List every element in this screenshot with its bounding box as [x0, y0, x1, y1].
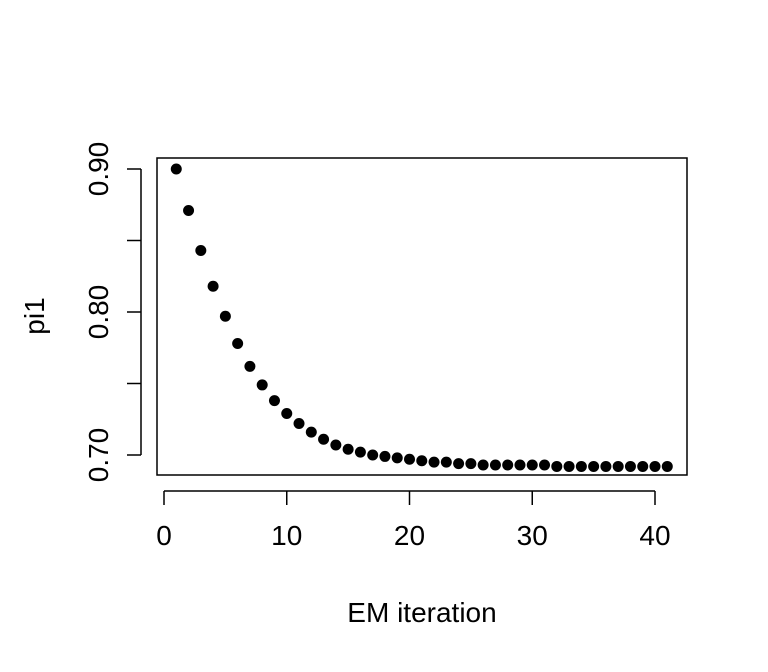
y-tick-label: 0.80 [83, 285, 114, 340]
data-point [649, 460, 661, 472]
data-point [354, 446, 366, 458]
data-point [612, 460, 624, 472]
data-point [514, 459, 526, 471]
data-point [305, 426, 317, 438]
data-point [526, 459, 538, 471]
data-point [551, 460, 563, 472]
data-point [661, 460, 673, 472]
data-point [379, 450, 391, 462]
data-point [244, 360, 256, 372]
data-point [318, 433, 330, 445]
data-point [428, 456, 440, 468]
x-tick-label: 20 [394, 520, 425, 551]
x-axis-title: EM iteration [347, 597, 496, 628]
data-point [477, 459, 489, 471]
data-point [575, 460, 587, 472]
data-point [170, 163, 182, 175]
data-point [219, 310, 231, 322]
y-tick-label: 0.90 [83, 142, 114, 197]
data-point [268, 395, 280, 407]
data-point [416, 455, 428, 467]
plot-frame [156, 157, 688, 476]
data-point [563, 460, 575, 472]
data-point [600, 460, 612, 472]
y-axis: 0.70 0.80 0.90 [83, 142, 142, 483]
data-point [367, 449, 379, 461]
data-point [404, 453, 415, 465]
data-point [465, 458, 477, 470]
data-point [207, 280, 219, 292]
data-point [502, 459, 514, 471]
x-axis: 0 10 20 30 40 [156, 490, 671, 551]
x-tick-label: 40 [639, 520, 670, 551]
x-tick-label: 10 [271, 520, 302, 551]
data-point [232, 337, 244, 349]
data-point [342, 443, 354, 455]
data-point [195, 245, 207, 257]
x-tick-label: 30 [517, 520, 548, 551]
data-point [183, 204, 195, 216]
data-point [624, 460, 636, 472]
data-point [637, 460, 649, 472]
y-axis-title: pi1 [19, 297, 50, 334]
data-point [330, 439, 342, 451]
data-point [440, 456, 452, 468]
data-point [588, 460, 600, 472]
data-point [256, 379, 268, 391]
x-tick-label: 0 [156, 520, 172, 551]
data-points [170, 163, 673, 472]
data-point [453, 458, 465, 470]
y-tick-label: 0.70 [83, 428, 114, 483]
data-point [489, 459, 501, 471]
data-point [293, 418, 305, 430]
data-point [391, 452, 403, 464]
data-point [281, 408, 293, 420]
data-point [539, 459, 551, 471]
